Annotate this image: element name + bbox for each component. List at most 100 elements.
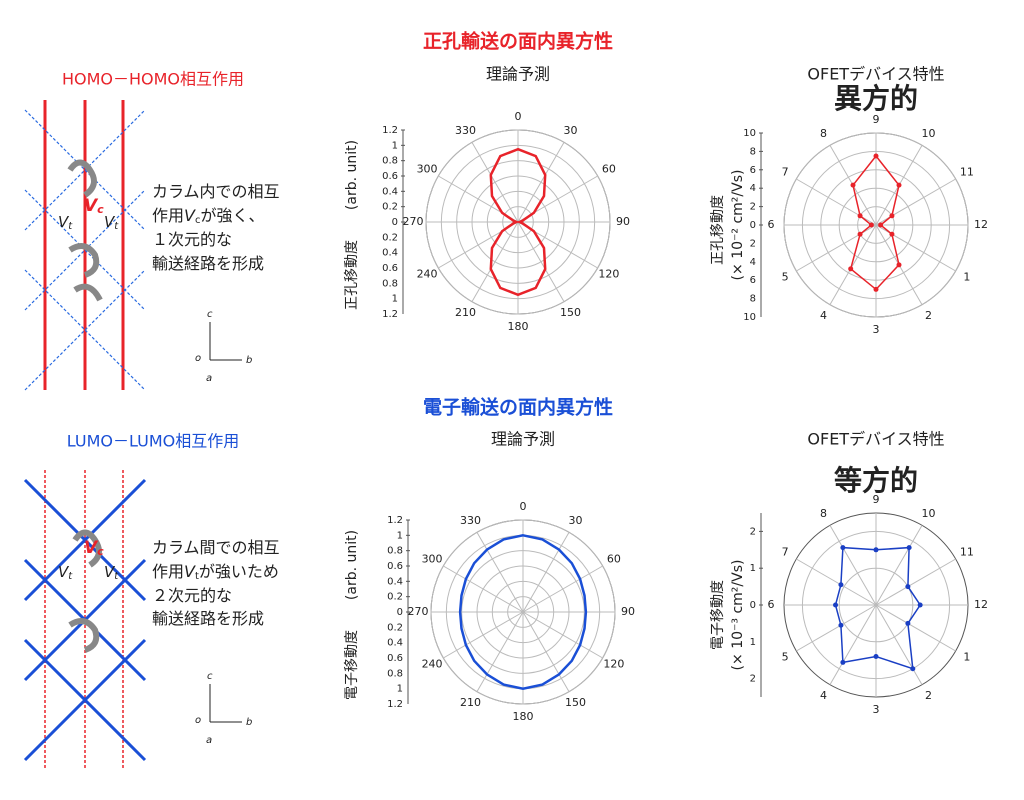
r-tick-label: 0.8	[382, 278, 398, 289]
r-tick-label: 1.2	[382, 125, 398, 136]
spoke	[875, 604, 956, 652]
description: ２次元的な	[152, 586, 232, 605]
r-tick-label: 4	[750, 183, 756, 194]
spoke	[875, 558, 956, 606]
r-tick-label: 1	[392, 294, 398, 305]
angle-label: 300	[422, 553, 443, 566]
angle-label: 150	[565, 696, 586, 709]
r-tick-label: 0.2	[382, 232, 398, 243]
angle-label: 30	[569, 514, 583, 527]
r-tick-label: 1	[397, 684, 403, 695]
r-tick-label: 4	[750, 257, 756, 268]
angle-label: 2	[925, 689, 932, 702]
angle-label: 5	[782, 651, 789, 664]
grid-ring	[801, 150, 951, 300]
angle-label: 4	[820, 309, 827, 322]
r-tick-label: 0.2	[387, 592, 403, 603]
data-point	[838, 582, 844, 588]
series-line	[458, 534, 588, 690]
r-tick-label: 0.6	[382, 263, 398, 274]
grid-ring	[491, 580, 555, 644]
r-tick-label: 6	[750, 165, 756, 176]
spoke	[829, 604, 877, 685]
angle-label: 30	[564, 124, 578, 137]
r-tick-label: 2	[750, 238, 756, 249]
angle-label: 6	[768, 598, 775, 611]
r-tick-label: 0	[397, 607, 403, 618]
data-point	[889, 231, 895, 237]
axis-letter: o	[195, 715, 201, 726]
structure-label: Vt	[58, 213, 73, 233]
grid-ring	[440, 144, 596, 300]
spoke	[796, 558, 877, 606]
axis-letter: a	[206, 735, 212, 746]
angle-label: 330	[455, 124, 476, 137]
axis-label: 正孔移動度	[710, 195, 726, 265]
angle-label: 0	[515, 110, 522, 123]
r-tick-label: 2	[750, 202, 756, 213]
angle-label: 90	[616, 215, 630, 228]
grid-ring	[430, 519, 616, 705]
description: 作用Vtが強いため	[152, 562, 279, 583]
angle-label: 240	[422, 658, 443, 671]
angle-label: 270	[408, 605, 429, 618]
series-line	[489, 147, 547, 297]
angle-label: 90	[621, 605, 635, 618]
axis-letter: o	[195, 353, 201, 364]
grid-ring	[471, 175, 565, 269]
data-point	[873, 286, 879, 292]
angle-label: 120	[603, 658, 624, 671]
angle-label: 10	[922, 507, 936, 520]
r-tick-label: 0.6	[387, 653, 403, 664]
r-tick-label: 0.4	[387, 576, 403, 587]
crystal-structure	[23, 470, 147, 770]
angle-label: 2	[925, 309, 932, 322]
spoke	[796, 604, 877, 652]
angle-label: 8	[820, 127, 827, 140]
structure-label: Vc	[84, 196, 104, 216]
angle-label: 3	[873, 703, 880, 716]
angle-label: 330	[460, 514, 481, 527]
data-point	[838, 622, 844, 628]
spoke	[875, 604, 923, 685]
axis-unit: (arb. unit)	[344, 530, 360, 600]
section-heading: 正孔輸送の面内異方性	[423, 30, 613, 53]
data-point	[868, 222, 874, 228]
chart-title: OFETデバイス特性	[807, 430, 944, 449]
angle-label: 8	[820, 507, 827, 520]
angle-label: 60	[607, 553, 621, 566]
chart-title: 理論予測	[491, 430, 555, 449]
r-tick-label: 0.4	[382, 248, 398, 259]
data-point	[857, 231, 863, 237]
r-tick-label: 0.8	[382, 156, 398, 167]
angle-label: 1	[963, 271, 970, 284]
r-tick-label: 8	[750, 146, 756, 157]
angle-label: 60	[602, 163, 616, 176]
angle-label: 12	[974, 218, 988, 231]
angle-label: 3	[873, 323, 880, 336]
angle-label: 270	[403, 215, 424, 228]
angle-label: 11	[960, 166, 974, 179]
r-tick-label: 2	[750, 674, 756, 685]
chart-title: OFETデバイス特性	[807, 65, 944, 84]
r-tick-label: 0	[750, 600, 756, 611]
grid-ring	[507, 596, 539, 628]
annotation: 異方的	[834, 82, 918, 115]
data-point	[848, 266, 854, 272]
angle-label: 120	[598, 268, 619, 281]
angle-label: 4	[820, 689, 827, 702]
r-tick-label: 1	[750, 637, 756, 648]
data-point	[873, 547, 879, 553]
description: 作用Vcが強く、	[152, 206, 264, 227]
data-point	[905, 584, 911, 590]
angle-label: 210	[455, 306, 476, 319]
angle-label: 10	[922, 127, 936, 140]
spoke	[875, 525, 923, 606]
axis-unit: (× 10⁻³ cm²/Vs)	[730, 560, 746, 671]
data-point	[889, 213, 895, 219]
r-tick-label: 0.4	[382, 186, 398, 197]
grid-ring	[456, 160, 580, 284]
angle-label: 0	[520, 500, 527, 513]
data-point	[840, 659, 846, 665]
